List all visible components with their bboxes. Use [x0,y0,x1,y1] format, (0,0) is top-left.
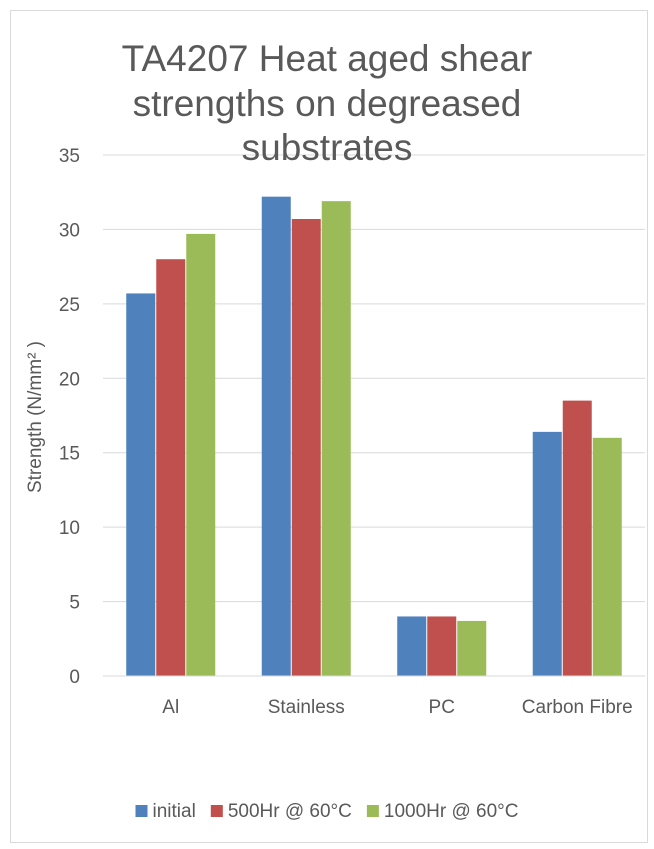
x-tick-label: PC [429,697,455,718]
x-tick-label: Al [162,697,179,718]
legend-label: 500Hr @ 60°C [228,801,352,822]
y-tick-label: 10 [59,518,80,539]
chart-title-line-2: strengths on degreased [133,83,522,124]
y-tick-label: 15 [59,444,80,465]
bar-carbon-fibre-series-2 [562,400,592,676]
bars [126,196,622,676]
legend-label: 1000Hr @ 60°C [384,801,519,822]
chart-title-line-1: TA4207 Heat aged shear [122,38,533,79]
y-tick-label: 20 [59,369,80,390]
chart-title-line-3: substrates [242,127,413,168]
y-tick-label: 35 [59,146,80,167]
bar-stainless-series-3 [321,201,351,676]
bar-pc-series-3 [457,620,487,676]
y-tick-label: 0 [69,667,80,688]
y-axis-label: Strength (N/mm² ) [25,341,46,493]
legend-swatch [135,805,148,817]
bar-pc-series-2 [427,616,457,676]
legend: initial 500Hr @ 60°C 1000Hr @ 60°C [135,801,519,822]
y-tick-label: 25 [59,295,80,316]
bar-pc-series-1 [397,616,427,676]
y-tick-label: 5 [69,593,80,614]
x-tick-label: Carbon Fibre [522,697,633,718]
bar-carbon-fibre-series-1 [532,431,562,676]
bar-carbon-fibre-series-3 [592,437,622,676]
bar-al-series-2 [156,259,186,676]
legend-swatch [210,805,223,817]
legend-swatch [366,805,379,817]
bar-al-series-1 [126,293,156,676]
axes: 0 5 10 15 20 25 30 35 Al Stainless PC Carbon Fibre [59,146,645,718]
bar-stainless-series-2 [291,219,321,676]
chart-title: TA4207 Heat aged shear strengths on degr… [122,38,533,168]
legend-label: initial [153,801,196,822]
x-tick-label: Stainless [268,697,345,718]
y-tick-label: 30 [59,220,80,241]
bar-al-series-3 [186,233,216,676]
bar-stainless-series-1 [261,196,291,676]
